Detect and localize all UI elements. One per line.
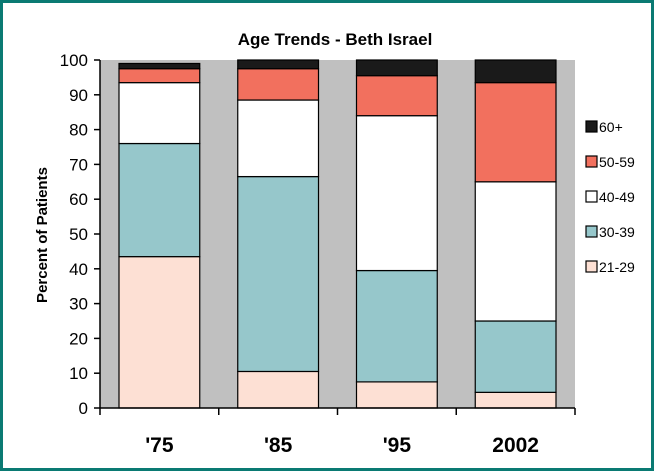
y-tick-label: 100 (60, 51, 88, 70)
bar-segment-40-49 (118, 82, 201, 145)
bar-segment-50-59 (355, 75, 438, 117)
axes-group: 0 10 20 30 40 50 60 70 80 90 100 '75 '85 '95 2002 (60, 51, 576, 457)
bar-segment-60+ (237, 59, 320, 70)
x-tick-label: '85 (264, 434, 293, 457)
legend-swatch-21-29 (585, 260, 598, 273)
y-tick-label: 80 (69, 121, 88, 140)
bar-segment-21-29 (237, 370, 320, 409)
bar-segment-21-29 (118, 256, 201, 409)
legend-swatch-60+ (585, 120, 598, 133)
legend-label: 21-29 (599, 259, 635, 275)
legend: 60+ 50-59 40-49 30-39 21-29 (585, 119, 635, 275)
y-tick-label: 0 (79, 399, 88, 418)
y-tick-label: 30 (69, 295, 88, 314)
y-tick-label: 40 (69, 260, 88, 279)
legend-label: 40-49 (599, 189, 635, 205)
y-axis-label: Percent of Patients (34, 167, 51, 303)
legend-swatch-30-39 (585, 225, 598, 238)
y-tick-label: 70 (69, 155, 88, 174)
bar-segment-40-49 (474, 181, 557, 322)
chart-title: Age Trends - Beth Israel (238, 30, 433, 49)
y-tick-label: 20 (69, 329, 88, 348)
bars-group (118, 59, 557, 409)
bar-segment-40-49 (355, 115, 438, 272)
chart: Age Trends - Beth Israel 0 10 20 30 40 50 60 70… (34, 30, 635, 457)
y-tick-label: 90 (69, 86, 88, 105)
legend-label: 30-39 (599, 224, 635, 240)
legend-label: 50-59 (599, 154, 635, 170)
bar-segment-40-49 (237, 99, 320, 178)
x-tick-label: 2002 (492, 434, 539, 457)
x-tick-label: '75 (145, 434, 174, 457)
y-tick-label: 10 (69, 364, 88, 383)
bar-segment-30-39 (474, 320, 557, 393)
bar-segment-30-39 (237, 175, 320, 373)
bar-segment-60+ (118, 62, 201, 70)
legend-swatch-40-49 (585, 190, 598, 203)
bar-segment-21-29 (474, 391, 557, 409)
bar-segment-30-39 (118, 142, 201, 258)
bar-segment-50-59 (237, 68, 320, 101)
y-tick-label: 60 (69, 190, 88, 209)
bar-segment-60+ (355, 59, 438, 77)
x-tick-label: '95 (383, 434, 412, 457)
bar-segment-50-59 (118, 68, 201, 84)
bar-segment-60+ (474, 59, 557, 84)
y-tick-label: 50 (69, 225, 88, 244)
legend-swatch-50-59 (585, 155, 598, 168)
bar-segment-50-59 (474, 82, 557, 183)
legend-label: 60+ (599, 119, 623, 135)
bar-segment-21-29 (355, 381, 438, 409)
bar-segment-30-39 (355, 269, 438, 383)
